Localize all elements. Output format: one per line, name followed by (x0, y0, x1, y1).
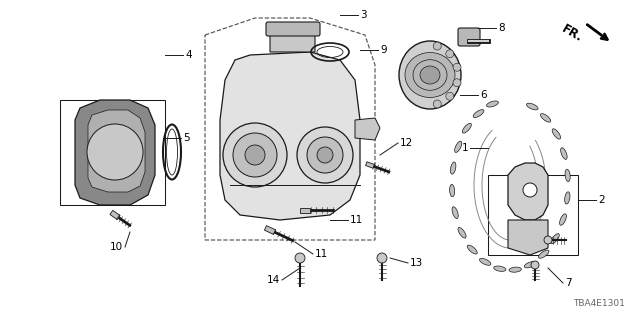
Ellipse shape (405, 52, 455, 98)
Text: 1: 1 (461, 143, 468, 153)
Ellipse shape (527, 103, 538, 110)
Ellipse shape (509, 267, 522, 272)
Ellipse shape (458, 228, 466, 238)
FancyBboxPatch shape (458, 28, 480, 46)
Polygon shape (270, 28, 315, 52)
Text: FR.: FR. (559, 22, 585, 44)
Polygon shape (300, 207, 310, 212)
Ellipse shape (462, 123, 472, 133)
Polygon shape (264, 226, 276, 234)
Text: 2: 2 (598, 195, 605, 205)
Circle shape (544, 236, 552, 244)
Polygon shape (355, 118, 380, 140)
Ellipse shape (552, 129, 561, 139)
Ellipse shape (486, 101, 499, 107)
Ellipse shape (451, 162, 456, 174)
Ellipse shape (479, 258, 491, 265)
Ellipse shape (467, 245, 477, 254)
Circle shape (297, 127, 353, 183)
Circle shape (433, 100, 441, 108)
Circle shape (523, 183, 537, 197)
Circle shape (453, 63, 461, 71)
Text: 8: 8 (498, 23, 504, 33)
Circle shape (223, 123, 287, 187)
Circle shape (453, 79, 461, 87)
Ellipse shape (454, 141, 461, 152)
Ellipse shape (564, 192, 570, 204)
Text: 10: 10 (110, 242, 123, 252)
Circle shape (245, 145, 265, 165)
Ellipse shape (565, 169, 570, 181)
Text: 3: 3 (360, 10, 367, 20)
Text: TBA4E1301: TBA4E1301 (573, 299, 625, 308)
Ellipse shape (452, 207, 458, 219)
Ellipse shape (420, 66, 440, 84)
Text: 14: 14 (267, 275, 280, 285)
Ellipse shape (538, 250, 549, 258)
Circle shape (295, 253, 305, 263)
Text: 13: 13 (410, 258, 423, 268)
Circle shape (307, 137, 343, 173)
Circle shape (377, 253, 387, 263)
Polygon shape (88, 110, 145, 192)
Polygon shape (508, 220, 548, 255)
Ellipse shape (399, 41, 461, 109)
Ellipse shape (493, 266, 506, 271)
Text: 6: 6 (480, 90, 486, 100)
Polygon shape (508, 163, 548, 220)
Ellipse shape (473, 110, 484, 117)
Text: 7: 7 (565, 278, 572, 288)
Text: 4: 4 (185, 50, 191, 60)
Polygon shape (365, 162, 374, 168)
Circle shape (233, 133, 277, 177)
Text: 5: 5 (183, 133, 189, 143)
Circle shape (433, 42, 441, 50)
Circle shape (87, 124, 143, 180)
Circle shape (531, 261, 539, 269)
Ellipse shape (524, 261, 536, 268)
Ellipse shape (559, 214, 566, 225)
FancyBboxPatch shape (266, 22, 320, 36)
Circle shape (446, 50, 454, 58)
Ellipse shape (540, 114, 550, 122)
Ellipse shape (561, 148, 567, 159)
Text: 9: 9 (380, 45, 387, 55)
Ellipse shape (550, 234, 559, 244)
Text: 11: 11 (350, 215, 364, 225)
Polygon shape (75, 100, 155, 205)
Circle shape (317, 147, 333, 163)
Ellipse shape (449, 184, 454, 197)
Circle shape (446, 92, 454, 100)
Text: 11: 11 (315, 249, 328, 259)
Text: 12: 12 (400, 138, 413, 148)
Ellipse shape (413, 60, 447, 90)
Polygon shape (110, 210, 120, 220)
Polygon shape (220, 52, 360, 220)
